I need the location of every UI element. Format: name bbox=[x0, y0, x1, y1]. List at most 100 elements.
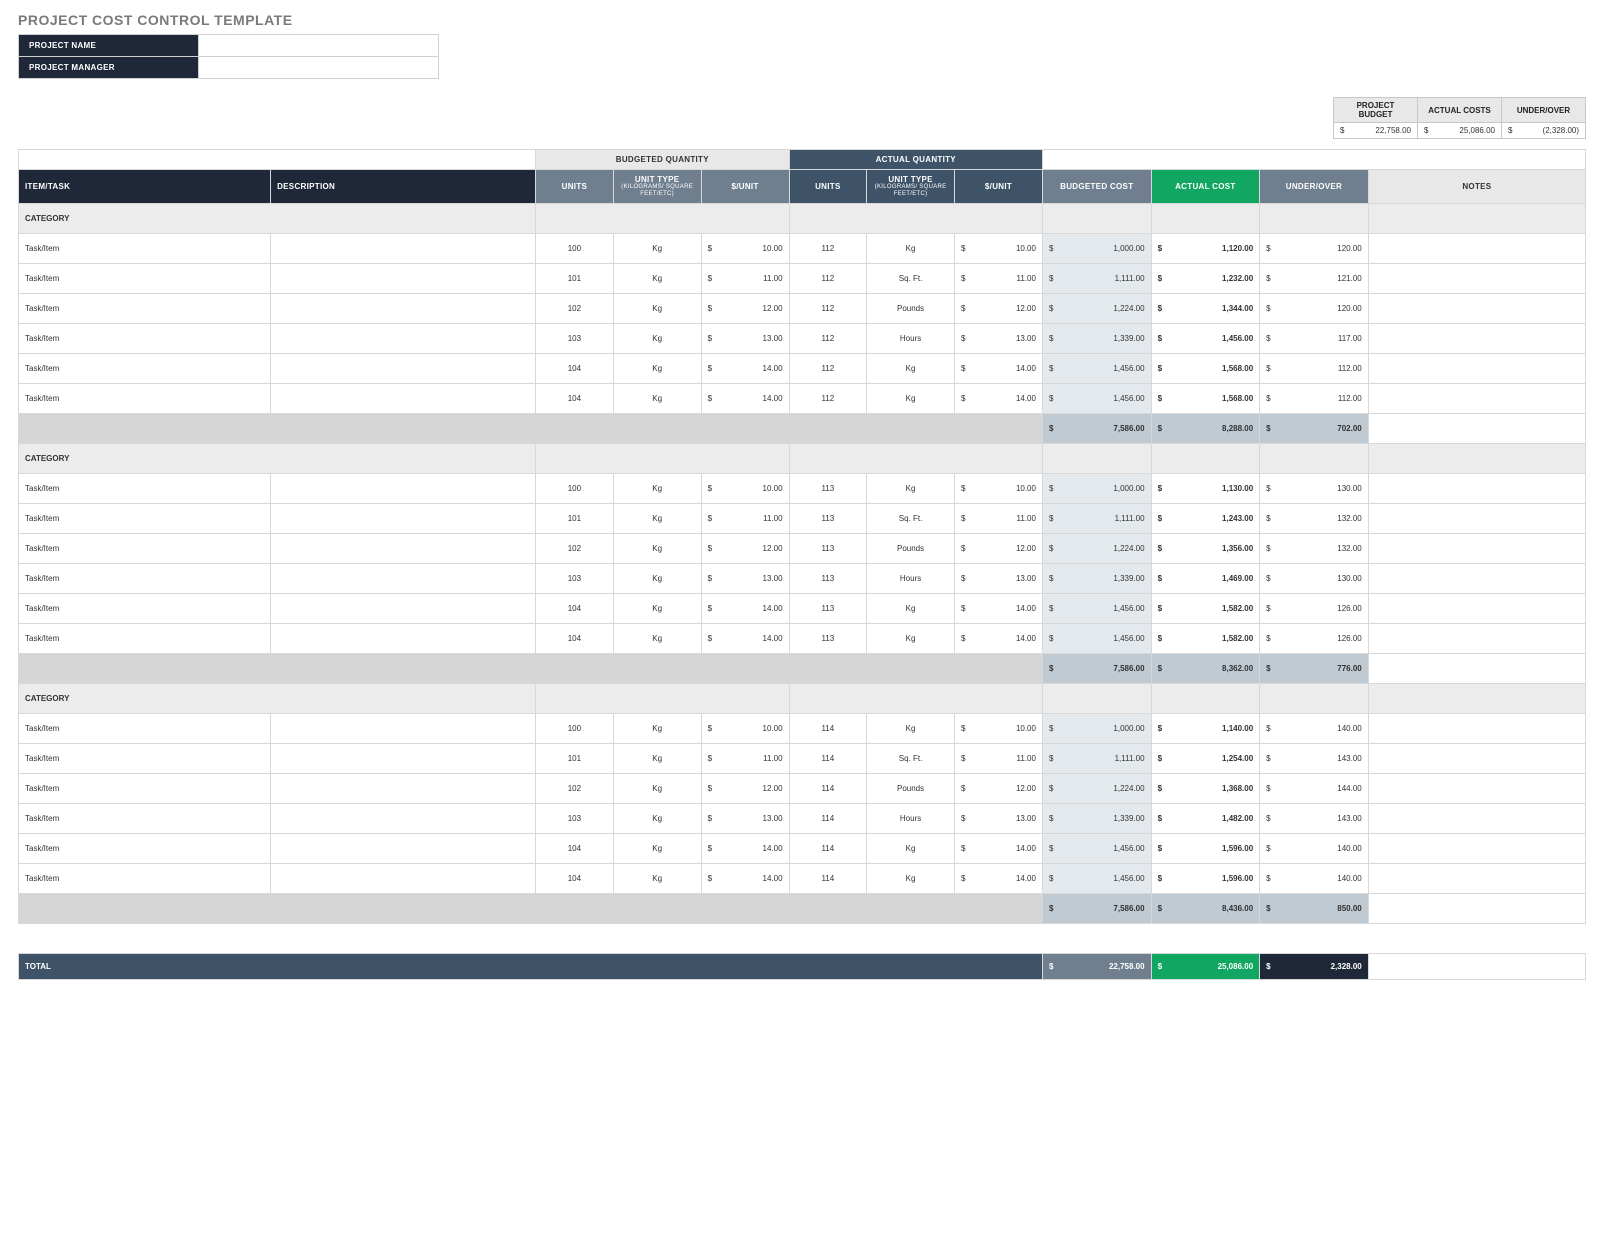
a-type[interactable]: Hours bbox=[867, 564, 955, 594]
b-per[interactable]: $13.00 bbox=[701, 804, 789, 834]
notes[interactable] bbox=[1368, 624, 1585, 654]
a-per[interactable]: $14.00 bbox=[955, 354, 1043, 384]
notes[interactable] bbox=[1368, 294, 1585, 324]
a-units[interactable]: 112 bbox=[789, 324, 867, 354]
notes[interactable] bbox=[1368, 504, 1585, 534]
meta-manager-value[interactable] bbox=[199, 57, 439, 79]
b-type[interactable]: Kg bbox=[613, 774, 701, 804]
task-desc[interactable] bbox=[271, 624, 536, 654]
b-per[interactable]: $12.00 bbox=[701, 534, 789, 564]
a-type[interactable]: Hours bbox=[867, 324, 955, 354]
b-per[interactable]: $10.00 bbox=[701, 474, 789, 504]
a-per[interactable]: $12.00 bbox=[955, 534, 1043, 564]
notes[interactable] bbox=[1368, 564, 1585, 594]
a-type[interactable]: Hours bbox=[867, 804, 955, 834]
b-type[interactable]: Kg bbox=[613, 864, 701, 894]
b-units[interactable]: 102 bbox=[536, 774, 614, 804]
b-per[interactable]: $14.00 bbox=[701, 624, 789, 654]
a-units[interactable]: 113 bbox=[789, 534, 867, 564]
b-type[interactable]: Kg bbox=[613, 564, 701, 594]
a-per[interactable]: $13.00 bbox=[955, 804, 1043, 834]
a-units[interactable]: 113 bbox=[789, 474, 867, 504]
b-units[interactable]: 102 bbox=[536, 534, 614, 564]
notes[interactable] bbox=[1368, 474, 1585, 504]
b-type[interactable]: Kg bbox=[613, 504, 701, 534]
b-units[interactable]: 104 bbox=[536, 864, 614, 894]
notes[interactable] bbox=[1368, 384, 1585, 414]
notes[interactable] bbox=[1368, 594, 1585, 624]
b-type[interactable]: Kg bbox=[613, 534, 701, 564]
b-type[interactable]: Kg bbox=[613, 384, 701, 414]
a-type[interactable]: Kg bbox=[867, 384, 955, 414]
a-units[interactable]: 114 bbox=[789, 804, 867, 834]
b-units[interactable]: 104 bbox=[536, 624, 614, 654]
a-type[interactable]: Sq. Ft. bbox=[867, 264, 955, 294]
b-type[interactable]: Kg bbox=[613, 264, 701, 294]
a-type[interactable]: Kg bbox=[867, 624, 955, 654]
b-units[interactable]: 104 bbox=[536, 594, 614, 624]
a-per[interactable]: $14.00 bbox=[955, 594, 1043, 624]
task-desc[interactable] bbox=[271, 474, 536, 504]
b-units[interactable]: 104 bbox=[536, 834, 614, 864]
notes[interactable] bbox=[1368, 774, 1585, 804]
a-per[interactable]: $14.00 bbox=[955, 834, 1043, 864]
a-type[interactable]: Kg bbox=[867, 714, 955, 744]
a-type[interactable]: Kg bbox=[867, 864, 955, 894]
b-per[interactable]: $11.00 bbox=[701, 504, 789, 534]
notes[interactable] bbox=[1368, 534, 1585, 564]
a-type[interactable]: Pounds bbox=[867, 534, 955, 564]
b-units[interactable]: 103 bbox=[536, 804, 614, 834]
a-per[interactable]: $14.00 bbox=[955, 384, 1043, 414]
b-type[interactable]: Kg bbox=[613, 594, 701, 624]
task-desc[interactable] bbox=[271, 504, 536, 534]
task-desc[interactable] bbox=[271, 234, 536, 264]
a-units[interactable]: 112 bbox=[789, 234, 867, 264]
task-desc[interactable] bbox=[271, 324, 536, 354]
a-units[interactable]: 113 bbox=[789, 504, 867, 534]
task-desc[interactable] bbox=[271, 744, 536, 774]
b-units[interactable]: 102 bbox=[536, 294, 614, 324]
a-per[interactable]: $13.00 bbox=[955, 324, 1043, 354]
a-per[interactable]: $14.00 bbox=[955, 624, 1043, 654]
b-per[interactable]: $14.00 bbox=[701, 864, 789, 894]
a-type[interactable]: Kg bbox=[867, 354, 955, 384]
b-units[interactable]: 103 bbox=[536, 564, 614, 594]
a-units[interactable]: 112 bbox=[789, 264, 867, 294]
a-type[interactable]: Pounds bbox=[867, 774, 955, 804]
b-units[interactable]: 104 bbox=[536, 384, 614, 414]
notes[interactable] bbox=[1368, 804, 1585, 834]
task-desc[interactable] bbox=[271, 834, 536, 864]
notes[interactable] bbox=[1368, 864, 1585, 894]
a-per[interactable]: $13.00 bbox=[955, 564, 1043, 594]
a-units[interactable]: 113 bbox=[789, 594, 867, 624]
b-per[interactable]: $14.00 bbox=[701, 384, 789, 414]
a-units[interactable]: 114 bbox=[789, 714, 867, 744]
b-type[interactable]: Kg bbox=[613, 354, 701, 384]
b-units[interactable]: 101 bbox=[536, 264, 614, 294]
a-type[interactable]: Kg bbox=[867, 594, 955, 624]
b-units[interactable]: 103 bbox=[536, 324, 614, 354]
task-desc[interactable] bbox=[271, 294, 536, 324]
a-units[interactable]: 114 bbox=[789, 744, 867, 774]
a-units[interactable]: 112 bbox=[789, 384, 867, 414]
b-per[interactable]: $14.00 bbox=[701, 594, 789, 624]
b-type[interactable]: Kg bbox=[613, 474, 701, 504]
a-units[interactable]: 114 bbox=[789, 834, 867, 864]
b-units[interactable]: 101 bbox=[536, 504, 614, 534]
b-type[interactable]: Kg bbox=[613, 834, 701, 864]
b-type[interactable]: Kg bbox=[613, 714, 701, 744]
notes[interactable] bbox=[1368, 264, 1585, 294]
b-units[interactable]: 101 bbox=[536, 744, 614, 774]
a-per[interactable]: $10.00 bbox=[955, 474, 1043, 504]
b-type[interactable]: Kg bbox=[613, 234, 701, 264]
notes[interactable] bbox=[1368, 324, 1585, 354]
task-desc[interactable] bbox=[271, 594, 536, 624]
a-type[interactable]: Kg bbox=[867, 834, 955, 864]
a-type[interactable]: Pounds bbox=[867, 294, 955, 324]
a-type[interactable]: Sq. Ft. bbox=[867, 744, 955, 774]
a-per[interactable]: $14.00 bbox=[955, 864, 1043, 894]
b-per[interactable]: $10.00 bbox=[701, 234, 789, 264]
task-desc[interactable] bbox=[271, 714, 536, 744]
a-units[interactable]: 114 bbox=[789, 864, 867, 894]
task-desc[interactable] bbox=[271, 384, 536, 414]
